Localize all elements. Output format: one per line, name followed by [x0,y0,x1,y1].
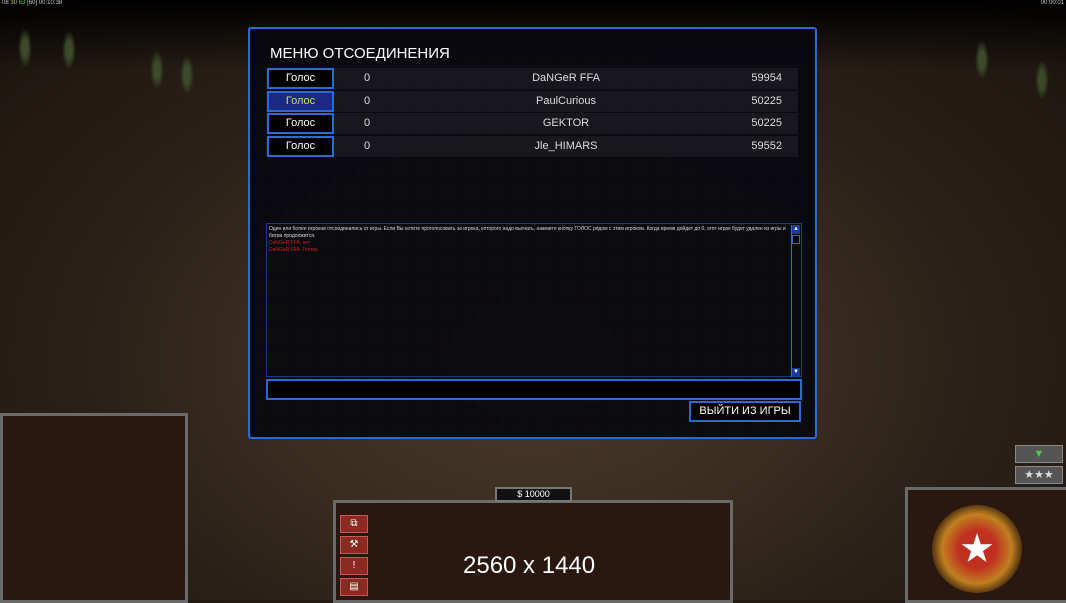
alert-icon[interactable]: ! [340,557,368,575]
game-clock: 00:00:01 [1040,0,1064,6]
player-row: Голос 0 Jle_HIMARS 59552 [266,135,798,157]
radar-panel [0,413,188,603]
vote-count: 0 [364,72,371,84]
player-row: Голос 0 DaNGeR FFA 59954 [266,68,798,89]
options-button[interactable]: ⧉ [340,515,368,533]
dialog-title: МЕНЮ ОТСОЕДИНЕНИЯ [270,45,450,62]
player-name: DaNGeR FFA [532,72,600,84]
general-stars-button[interactable]: ★★★ [1015,466,1063,484]
diplomacy-icon[interactable]: ▤ [340,578,368,596]
disconnect-dialog: МЕНЮ ОТСОЕДИНЕНИЯ Голос 0 DaNGeR FFA 599… [248,27,817,439]
scroll-thumb[interactable] [792,235,800,244]
quit-game-button[interactable]: ВЫЙТИ ИЗ ИГРЫ [689,401,801,422]
faction-emblem: ★ [932,505,1022,593]
player-ping: 59954 [751,72,782,84]
resolution-overlay: 2560 x 1440 [463,552,596,579]
chat-line: DaNGeR FFA: Гектор [269,247,318,253]
vote-button[interactable]: Голос [267,68,334,89]
tree [62,30,76,70]
tree [975,40,989,80]
vote-count: 0 [364,139,371,152]
vote-count: 0 [364,117,371,129]
player-name: GEKTOR [542,117,590,129]
command-bar [333,500,733,603]
scroll-up-icon[interactable]: ▲ [792,225,800,234]
perf-overlay: 08 30 63 [60] 00:10:38 [2,0,63,6]
disconnect-message: Один или более игроков отсоединились от … [269,226,786,239]
player-ping: 50225 [751,94,782,107]
tree [180,55,194,95]
wrench-icon[interactable]: ⚒ [340,536,368,554]
chat-input[interactable] [266,379,802,400]
vote-button[interactable]: Голос [267,90,334,112]
tree [18,28,32,68]
player-name: PaulCurious [536,94,596,107]
vote-count: 0 [364,94,371,107]
collapse-down-icon[interactable]: ▼ [1015,445,1063,463]
tree [1035,60,1049,100]
money-display: $ 10000 [495,487,572,502]
vote-button[interactable]: Голос [267,135,334,157]
player-ping: 50225 [751,117,782,129]
scroll-down-icon[interactable]: ▼ [792,368,800,377]
player-row: Голос 0 PaulCurious 50225 [266,90,798,112]
chat-line: DaNGeR FFA: нет [269,240,311,246]
tree [150,50,164,90]
vote-button[interactable]: Голос [267,113,334,134]
player-row: Голос 0 GEKTOR 50225 [266,113,798,134]
chat-log: Один или более игроков отсоединились от … [266,223,802,377]
chat-scrollbar[interactable]: ▲ ▼ [791,225,800,377]
player-ping: 59552 [751,139,782,152]
player-name: Jle_HIMARS [534,139,598,152]
